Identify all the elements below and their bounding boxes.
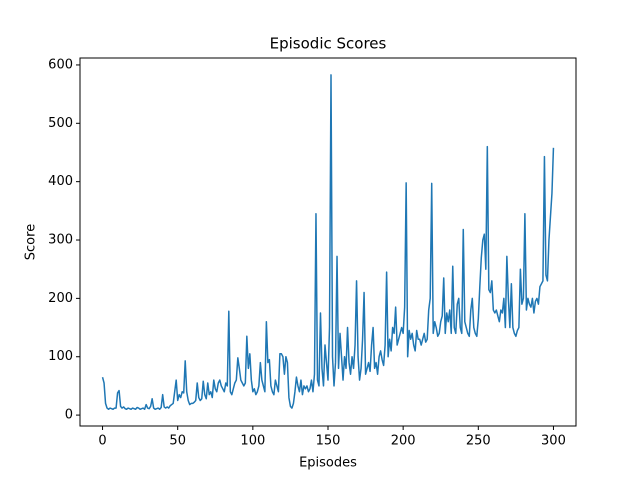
x-tick-label: 150 [316,434,341,449]
y-tick-label: 100 [48,349,73,364]
y-tick-label: 600 [48,57,73,72]
y-tick-label: 200 [48,291,73,306]
chart-title: Episodic Scores [270,35,387,53]
x-tick-label: 300 [541,434,566,449]
x-tick-label: 100 [240,434,265,449]
y-tick-label: 300 [48,233,73,248]
x-tick-label: 0 [98,434,106,449]
x-tick-label: 250 [466,434,491,449]
x-tick-label: 200 [391,434,416,449]
y-axis-label: Score [24,224,39,260]
y-tick-label: 0 [65,408,73,423]
x-tick-label: 50 [169,434,186,449]
score-line [101,74,555,411]
x-axis-label: Episodes [299,456,357,471]
y-tick-label: 400 [48,174,73,189]
y-tick-label: 500 [48,116,73,131]
